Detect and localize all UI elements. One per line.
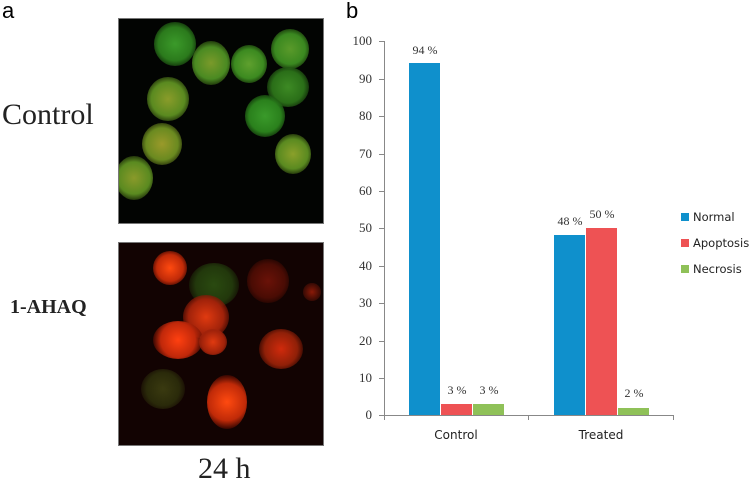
y-tick — [379, 303, 384, 304]
time-label: 24 h — [198, 452, 251, 485]
x-category-label: Control — [434, 428, 478, 442]
bar-control-apoptosis — [441, 404, 472, 415]
cell — [207, 375, 247, 429]
legend-item-apoptosis: Apoptosis — [681, 236, 749, 250]
bar-control-normal — [409, 63, 440, 415]
bar-treated-normal — [554, 235, 585, 415]
x-category-label: Treated — [578, 428, 624, 442]
y-tick-label: 0 — [365, 407, 373, 422]
y-tick — [379, 228, 384, 229]
data-label: 3 % — [447, 383, 467, 397]
y-tick — [379, 191, 384, 192]
data-label: 94 % — [412, 43, 438, 57]
y-tick — [379, 154, 384, 155]
cell — [147, 77, 189, 121]
cell — [119, 156, 153, 200]
cell — [275, 134, 311, 174]
bar-control-necrosis — [473, 404, 504, 415]
control-row-label: Control — [2, 98, 94, 131]
legend-label: Normal — [693, 210, 735, 224]
data-label: 3 % — [479, 383, 499, 397]
panel-a-letter: a — [2, 0, 15, 23]
x-tick — [673, 415, 674, 420]
cell — [192, 41, 230, 85]
y-tick — [379, 415, 384, 416]
cell — [153, 321, 203, 359]
cell — [142, 123, 182, 165]
treated-row-label: 1-AHAQ — [10, 296, 87, 318]
y-axis-line — [384, 41, 385, 416]
bar-treated-necrosis — [618, 408, 649, 415]
bar-treated-apoptosis — [586, 228, 617, 415]
x-axis-line — [384, 415, 674, 416]
panel-b-letter: b — [346, 0, 359, 23]
y-tick — [379, 378, 384, 379]
legend-label: Apoptosis — [693, 236, 750, 250]
legend-item-normal: Normal — [681, 210, 735, 224]
y-tick — [379, 266, 384, 267]
y-tick — [379, 41, 384, 42]
y-tick-label: 50 — [359, 220, 372, 235]
cell — [231, 45, 267, 83]
control-micrograph — [118, 18, 324, 224]
y-tick-label: 90 — [359, 71, 372, 86]
cell — [154, 22, 196, 66]
legend-item-necrosis: Necrosis — [681, 262, 742, 276]
y-tick-label: 70 — [359, 146, 372, 161]
cell — [153, 251, 187, 285]
x-tick — [384, 415, 385, 420]
y-tick — [379, 79, 384, 80]
y-tick-label: 80 — [359, 108, 372, 123]
cell — [271, 29, 309, 69]
legend-label: Necrosis — [693, 262, 742, 276]
y-tick — [379, 116, 384, 117]
y-tick — [379, 341, 384, 342]
cell — [199, 329, 227, 355]
data-label: 2 % — [624, 386, 644, 400]
cell — [303, 283, 321, 301]
y-tick-label: 20 — [359, 333, 372, 348]
cell — [247, 259, 289, 303]
legend-swatch-icon — [681, 213, 689, 221]
cell — [259, 329, 303, 369]
cell — [141, 369, 185, 409]
cell — [245, 95, 285, 137]
y-tick-label: 10 — [359, 370, 372, 385]
x-tick — [528, 415, 529, 420]
data-label: 50 % — [589, 207, 615, 221]
treated-micrograph — [118, 242, 324, 446]
data-label: 48 % — [557, 214, 583, 228]
legend-swatch-icon — [681, 265, 689, 273]
y-tick-label: 100 — [352, 33, 373, 48]
legend-swatch-icon — [681, 239, 689, 247]
y-tick-label: 60 — [359, 183, 372, 198]
y-tick-label: 30 — [359, 295, 372, 310]
y-tick-label: 40 — [359, 258, 372, 273]
